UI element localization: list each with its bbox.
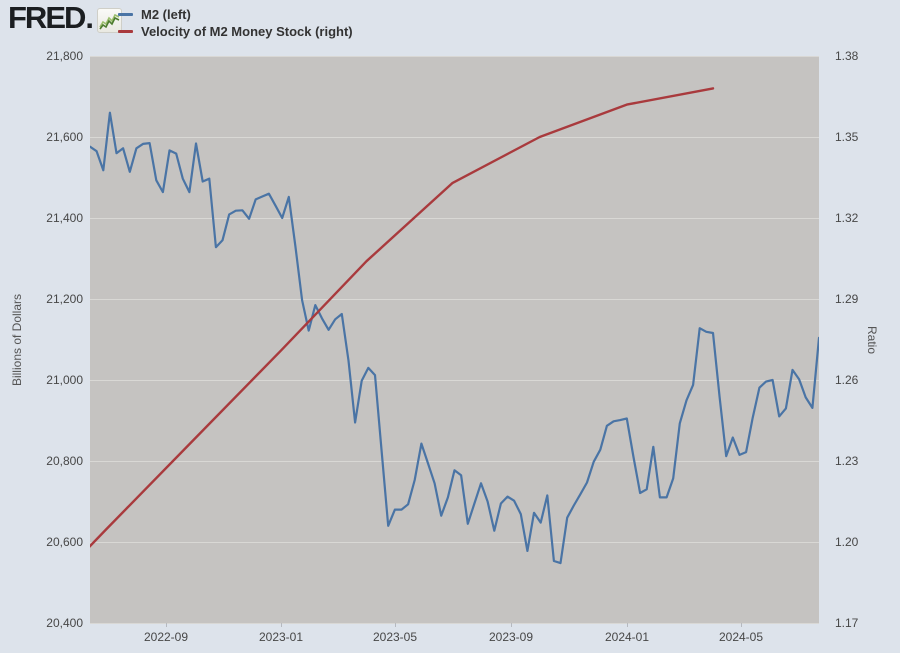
left-axis-tick-label: 21,400 [46, 211, 83, 225]
right-axis-tick-label: 1.17 [835, 616, 859, 630]
left-axis-tick-label: 21,200 [46, 292, 83, 306]
x-axis-tick-label: 2023-05 [372, 630, 418, 644]
x-axis-tick-mark [741, 623, 742, 627]
chart-plot-area[interactable] [90, 56, 819, 624]
left-axis-tick-label: 20,400 [46, 616, 83, 630]
gridline [90, 299, 819, 300]
x-axis-tick-label: 2024-05 [718, 630, 764, 644]
right-axis-title: Ratio [865, 325, 879, 355]
m2-series-line[interactable] [90, 111, 819, 565]
chart-legend: M2 (left) Velocity of M2 Money Stock (ri… [118, 6, 353, 40]
x-axis-tick-mark [281, 623, 282, 627]
right-axis-tick-label: 1.38 [835, 49, 859, 63]
x-axis-tick-mark [627, 623, 628, 627]
gridline [90, 461, 819, 462]
fred-logo[interactable]: FRED. [8, 0, 123, 35]
legend-line-swatch-velocity-icon [118, 30, 133, 33]
x-axis-tick-mark [166, 623, 167, 627]
x-axis-tick-label: 2022-09 [143, 630, 189, 644]
x-axis-tick-label: 2024-01 [604, 630, 650, 644]
legend-label-m2: M2 (left) [141, 7, 191, 22]
left-axis-tick-label: 21,000 [46, 373, 83, 387]
legend-item-m2[interactable]: M2 (left) [118, 6, 353, 23]
gridline [90, 380, 819, 381]
gridline [90, 623, 819, 624]
x-axis-tick-label: 2023-01 [258, 630, 304, 644]
gridline [90, 56, 819, 57]
right-axis-tick-label: 1.32 [835, 211, 859, 225]
fred-logo-text: FRED [8, 0, 86, 35]
left-axis-tick-label: 21,800 [46, 49, 83, 63]
left-axis-tick-label: 20,800 [46, 454, 83, 468]
gridline [90, 137, 819, 138]
right-axis-tick-label: 1.26 [835, 373, 859, 387]
left-axis-tick-label: 20,600 [46, 535, 83, 549]
x-axis-tick-mark [395, 623, 396, 627]
fred-logo-sparkline-icon [97, 8, 123, 33]
gridline [90, 542, 819, 543]
right-axis-tick-label: 1.20 [835, 535, 859, 549]
legend-label-velocity: Velocity of M2 Money Stock (right) [141, 24, 353, 39]
right-axis-tick-label: 1.29 [835, 292, 859, 306]
x-axis-tick-mark [511, 623, 512, 627]
series-lines-layer [90, 87, 819, 617]
gridline [90, 218, 819, 219]
right-axis-tick-label: 1.23 [835, 454, 859, 468]
fred-logo-period: . [85, 0, 95, 35]
velocity-series-line[interactable] [90, 87, 715, 617]
legend-item-velocity[interactable]: Velocity of M2 Money Stock (right) [118, 23, 353, 40]
legend-line-swatch-m2-icon [118, 13, 133, 16]
x-axis-tick-label: 2023-09 [488, 630, 534, 644]
right-axis-tick-label: 1.35 [835, 130, 859, 144]
left-axis-tick-label: 21,600 [46, 130, 83, 144]
